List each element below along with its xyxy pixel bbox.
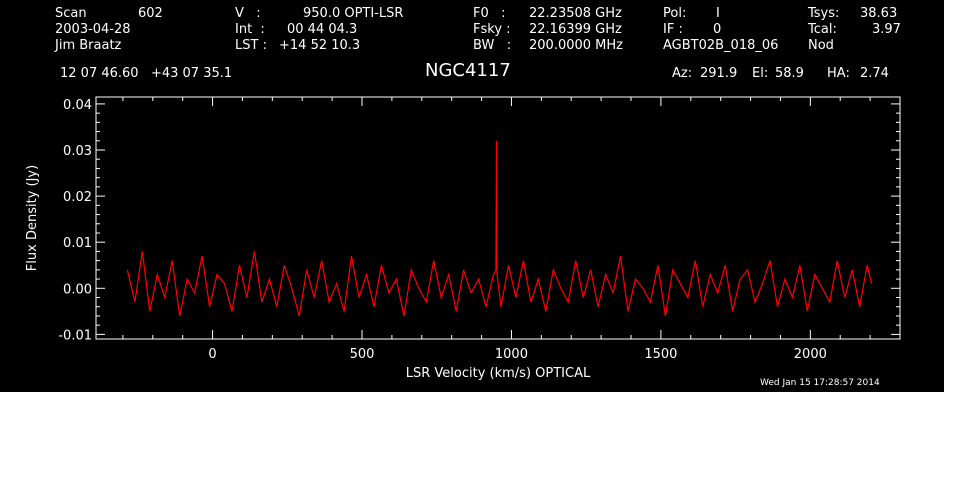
observation-date: 2003-04-28 <box>55 22 131 37</box>
ha-value: 2.74 <box>860 66 889 81</box>
az-value: 291.9 <box>700 66 738 81</box>
project-id: AGBT02B_018_06 <box>663 38 779 53</box>
x-axis-label: LSR Velocity (km/s) OPTICAL <box>406 366 591 381</box>
spectrum-line <box>126 140 873 317</box>
fsky-label: Fsky : <box>473 22 511 37</box>
lst-label: LST : <box>235 38 267 53</box>
plot-panel: Scan 602 V : 950.0 OPTI-LSR F0 : 22.2350… <box>0 0 944 392</box>
pol-value: I <box>716 6 720 21</box>
x-tick-label: 500 <box>350 347 375 362</box>
x-tick-label: 1000 <box>495 347 528 362</box>
scan-label: Scan <box>55 6 87 21</box>
integration-label: Int : <box>235 22 265 37</box>
observer-name: Jim Braatz <box>55 38 122 53</box>
source-coordinates: 12 07 46.60 +43 07 35.1 <box>60 66 233 81</box>
y-tick-label: 0.01 <box>63 236 92 251</box>
x-tick-label: 0 <box>208 347 216 362</box>
velocity-value: 950.0 OPTI-LSR <box>303 6 404 21</box>
tcal-label: Tcal: <box>808 22 837 37</box>
y-tick-label: -0.01 <box>58 328 92 343</box>
ha-label: HA: <box>827 66 850 81</box>
y-axis-label: Flux Density (Jy) <box>25 165 40 271</box>
x-tick-label: 1500 <box>644 347 677 362</box>
source-name: NGC4117 <box>425 60 511 81</box>
f0-value: 22.23508 GHz <box>529 6 622 21</box>
tsys-value: 38.63 <box>860 6 898 21</box>
bandwidth-label: BW : <box>473 38 512 53</box>
y-tick-label: 0.02 <box>63 190 92 205</box>
integration-value: 00 44 04.3 <box>287 22 358 37</box>
y-tick-label: 0.04 <box>63 98 92 113</box>
y-tick-label: 0.00 <box>63 282 92 297</box>
pol-label: Pol: <box>663 6 687 21</box>
lst-value: +14 52 10.3 <box>279 38 361 53</box>
x-tick-label: 2000 <box>794 347 827 362</box>
az-label: Az: <box>672 66 693 81</box>
plot-timestamp: Wed Jan 15 17:28:57 2014 <box>760 378 880 388</box>
plot-frame <box>95 96 901 340</box>
spectrum-chart: 0 500 1000 1500 2000 -0.01 0.00 0.01 0.02 0.03 0.0… <box>25 96 901 381</box>
tsys-label: Tsys: <box>808 6 840 21</box>
el-value: 58.9 <box>775 66 804 81</box>
if-label: IF : <box>663 22 683 37</box>
el-label: El: <box>752 66 769 81</box>
bandwidth-value: 200.0000 MHz <box>529 38 623 53</box>
fsky-value: 22.16399 GHz <box>529 22 622 37</box>
scan-value: 602 <box>138 6 163 21</box>
f0-label: F0 : <box>473 6 506 21</box>
tcal-value: 3.97 <box>872 22 901 37</box>
if-value: 0 <box>713 22 722 37</box>
velocity-label: V : <box>235 6 261 21</box>
observing-mode: Nod <box>808 38 834 53</box>
y-tick-label: 0.03 <box>63 144 92 159</box>
